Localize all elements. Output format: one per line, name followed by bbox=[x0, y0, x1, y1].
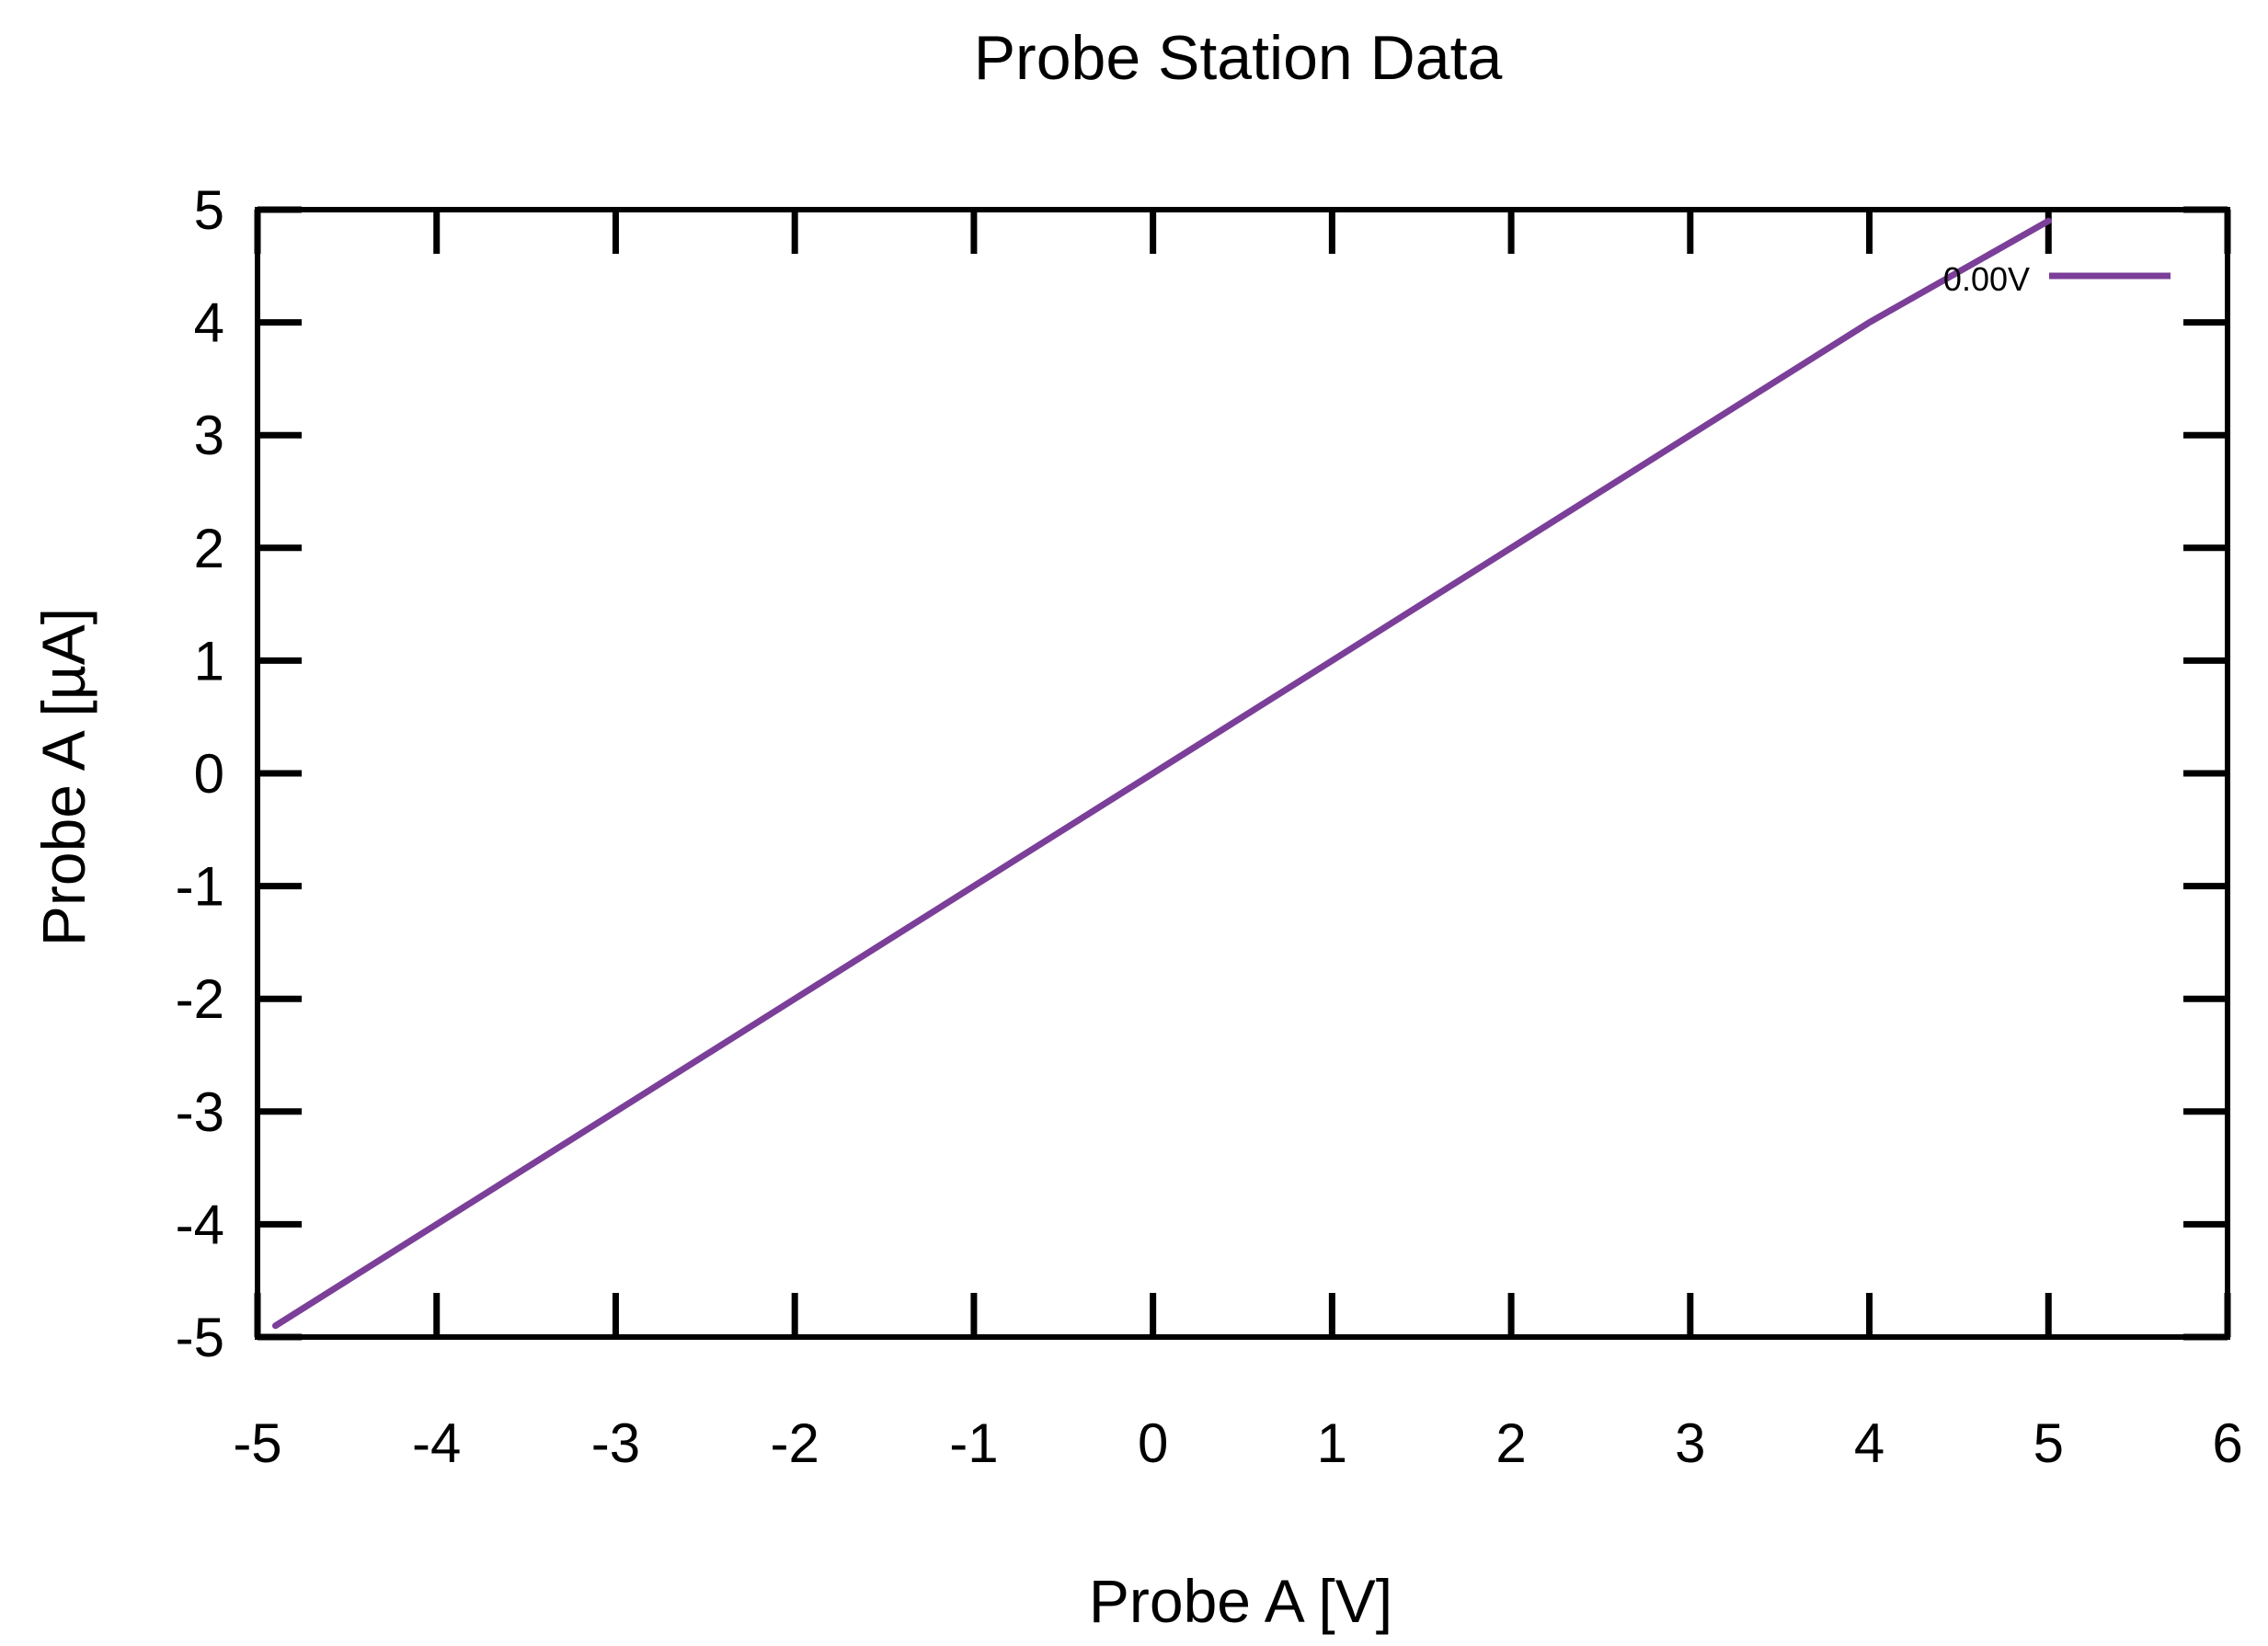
y-axis-label: Probe A [µA] bbox=[29, 608, 97, 946]
y-tick-label: -2 bbox=[176, 968, 224, 1030]
y-tick-label: -5 bbox=[176, 1307, 224, 1368]
x-axis: -5 -4 -3 -2 -1 0 1 2 3 4 5 6 bbox=[233, 210, 2243, 1474]
y-tick-label: 5 bbox=[194, 179, 224, 241]
x-tick-label: -2 bbox=[771, 1412, 819, 1474]
x-tick-label: 4 bbox=[1854, 1412, 1884, 1474]
x-tick-label: 2 bbox=[1495, 1412, 1526, 1474]
x-tick-label: 3 bbox=[1675, 1412, 1705, 1474]
x-tick-label: -3 bbox=[591, 1412, 640, 1474]
x-tick-label: 0 bbox=[1138, 1412, 1168, 1474]
legend-label: 0.00V bbox=[1943, 260, 2030, 298]
x-axis-label: Probe A [V] bbox=[1089, 1567, 1392, 1635]
y-tick-label: -4 bbox=[176, 1194, 224, 1255]
y-tick-label: -1 bbox=[176, 856, 224, 918]
legend: 0.00V bbox=[1943, 260, 2171, 298]
y-axis: 5 4 3 2 1 0 -1 -2 -3 -4 -5 bbox=[176, 179, 2228, 1368]
y-tick-label: 2 bbox=[194, 518, 224, 579]
plot-frame bbox=[255, 207, 2230, 1340]
x-tick-label: -5 bbox=[233, 1412, 281, 1474]
series-line-0-00v bbox=[271, 217, 2052, 1330]
y-tick-label: 3 bbox=[194, 405, 224, 466]
x-tick-label: 1 bbox=[1317, 1412, 1347, 1474]
x-tick-label: 6 bbox=[2212, 1412, 2242, 1474]
x-tick-label: -1 bbox=[949, 1412, 998, 1474]
y-tick-label: 0 bbox=[194, 743, 224, 805]
y-tick-label: 1 bbox=[194, 630, 224, 692]
x-tick-label: -4 bbox=[412, 1412, 461, 1474]
y-tick-label: -3 bbox=[176, 1081, 224, 1143]
y-tick-label: 4 bbox=[194, 292, 224, 354]
x-tick-label: 5 bbox=[2033, 1412, 2064, 1474]
chart-title: Probe Station Data bbox=[974, 23, 1503, 93]
